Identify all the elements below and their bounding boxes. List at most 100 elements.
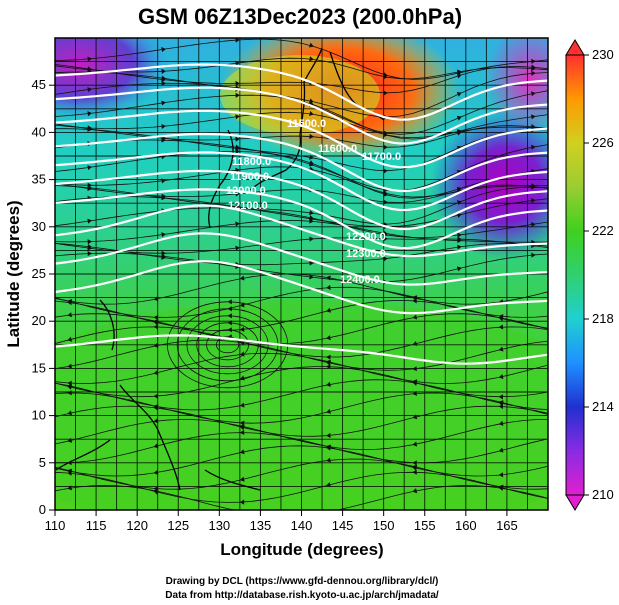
wind-arrow xyxy=(456,70,462,76)
wind-arrow xyxy=(67,384,73,390)
wind-arrow xyxy=(161,76,166,83)
wind-arrow xyxy=(161,193,166,199)
wind-arrow xyxy=(235,204,240,210)
x-tick-label: 110 xyxy=(45,518,66,533)
colorbar-tick-label: 222 xyxy=(592,223,614,238)
streamline xyxy=(55,286,548,318)
wind-arrow xyxy=(309,133,314,139)
streamline xyxy=(55,485,548,510)
contour-labels: 11500.0 11600.0 11700.0 11800.0 11900.0 … xyxy=(226,118,401,286)
wind-arrow xyxy=(235,114,240,120)
wind-arrow xyxy=(235,80,240,87)
wind-arrow xyxy=(457,244,462,250)
height-contours xyxy=(55,63,548,365)
wind-arrow xyxy=(309,154,314,160)
streamline xyxy=(55,71,548,118)
wind-arrow xyxy=(326,307,331,313)
colorbar-top-arrow xyxy=(565,39,585,56)
wind-arrow xyxy=(456,129,462,135)
wind-arrow xyxy=(239,476,245,482)
streamline xyxy=(55,196,548,228)
map-plot-area xyxy=(55,38,548,510)
wind-arrow xyxy=(161,254,166,260)
wind-arrow xyxy=(383,256,388,262)
contour-label: 12000.0 xyxy=(226,185,266,197)
wind-arrow xyxy=(87,56,92,62)
streamline xyxy=(55,123,548,148)
colorbar-tick-label: 214 xyxy=(592,399,614,414)
wind-arrow xyxy=(153,296,159,302)
streamline xyxy=(55,128,548,172)
wind-arrow xyxy=(67,380,72,386)
streamline xyxy=(55,379,548,411)
streamline xyxy=(55,64,548,94)
pink-region-northeast xyxy=(485,38,548,135)
wind-arrow xyxy=(412,314,418,320)
wind-arrow xyxy=(498,447,504,453)
wind-arrow xyxy=(67,485,73,491)
wind-arrow xyxy=(498,324,504,330)
colorbar-bottom-arrow xyxy=(565,494,585,511)
contour-label: 12200.0 xyxy=(346,231,386,243)
wind-arrow xyxy=(383,90,388,96)
streamline xyxy=(55,432,548,464)
height-contour xyxy=(55,232,548,286)
x-tick-label: 115 xyxy=(86,518,107,533)
wind-arrow xyxy=(326,381,331,387)
wind-arrow xyxy=(412,296,418,302)
height-contour xyxy=(55,334,548,365)
wind-arrow xyxy=(153,320,159,326)
wind-arrow xyxy=(87,67,92,73)
streamline xyxy=(55,419,548,451)
wind-arrow xyxy=(498,472,504,478)
wind-arrow xyxy=(383,72,388,78)
wind-arrow xyxy=(326,284,331,291)
streamline xyxy=(55,57,548,80)
streamline xyxy=(55,405,548,437)
x-tick-label: 125 xyxy=(167,518,189,533)
wind-arrow xyxy=(309,98,314,104)
streamline xyxy=(55,111,548,139)
graticule xyxy=(55,38,548,510)
wind-arrow xyxy=(153,370,159,376)
wind-arrow xyxy=(235,92,240,98)
cold-region-northwest xyxy=(55,38,170,120)
wind-arrow xyxy=(412,465,418,471)
wind-arrow xyxy=(87,245,92,251)
streamline xyxy=(55,458,548,490)
wind-arrow xyxy=(412,469,417,475)
wind-arrow xyxy=(87,165,92,171)
wind-arrow xyxy=(498,484,504,490)
wind-arrow xyxy=(239,402,245,408)
y-tick-label: 45 xyxy=(32,77,46,92)
x-tick-label: 135 xyxy=(250,518,272,533)
wind-arrow xyxy=(227,306,232,312)
wind-arrow xyxy=(235,245,240,251)
height-contour xyxy=(55,188,548,250)
wind-arrow xyxy=(326,457,331,463)
wind-arrow xyxy=(531,65,536,72)
colorbar: 210 214 218 222 226 230 xyxy=(565,39,614,511)
wind-arrow xyxy=(153,418,159,424)
wind-arrow xyxy=(531,58,536,65)
wind-arrow xyxy=(326,335,331,341)
x-tick-label: 140 xyxy=(291,518,313,533)
wind-arrow xyxy=(498,313,504,320)
wind-arrow xyxy=(161,68,166,74)
wind-arrow xyxy=(412,460,417,466)
height-contour xyxy=(55,169,548,231)
wind-arrow xyxy=(530,91,536,97)
wind-arrow xyxy=(87,218,92,224)
y-tick-label: 40 xyxy=(32,124,46,139)
x-tick-label: 120 xyxy=(126,518,148,533)
wind-arrow xyxy=(456,115,462,121)
wind-arrow xyxy=(457,232,462,238)
wind-arrow xyxy=(412,488,418,494)
streamline xyxy=(55,207,548,239)
wind-arrow xyxy=(456,145,462,151)
y-tick-label: 5 xyxy=(39,455,46,470)
wind-arrow xyxy=(383,144,388,150)
wind-arrow xyxy=(67,410,73,416)
wind-arrow xyxy=(161,232,166,238)
height-contour xyxy=(55,109,548,169)
